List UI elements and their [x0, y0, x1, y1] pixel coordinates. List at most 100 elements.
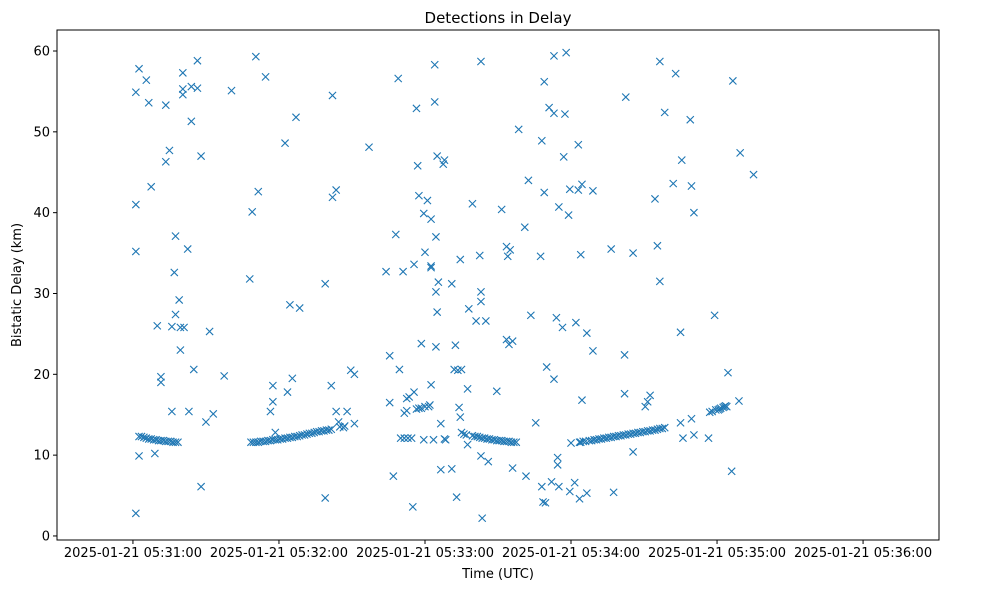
data-point-marker [441, 435, 450, 444]
data-point-marker [161, 157, 170, 166]
data-point-marker [288, 374, 297, 383]
data-point-marker [459, 430, 468, 439]
data-point-marker [167, 407, 176, 416]
data-point-marker [176, 346, 185, 355]
data-point-marker [248, 207, 257, 216]
x-axis-label: Time (UTC) [461, 567, 534, 582]
data-point-marker [430, 60, 439, 69]
data-point-marker [704, 434, 713, 443]
data-points [131, 48, 758, 523]
data-point-marker [549, 375, 558, 384]
data-point-marker [497, 205, 506, 214]
data-point-marker [285, 300, 294, 309]
data-point-marker [440, 156, 449, 165]
data-point-marker [481, 316, 490, 325]
data-point-marker [201, 418, 210, 426]
data-point-marker [621, 93, 630, 102]
data-point-marker [281, 139, 290, 148]
data-point-marker [332, 407, 341, 416]
data-point-marker [545, 103, 554, 112]
data-point-marker [205, 327, 214, 336]
data-point-marker [650, 194, 659, 203]
data-point-marker [468, 199, 477, 208]
data-point-marker [402, 406, 411, 415]
data-point-marker [324, 426, 333, 435]
data-point-marker [502, 335, 511, 344]
data-point-marker [340, 422, 349, 431]
data-point-marker [520, 223, 529, 232]
data-point-marker [209, 409, 218, 418]
data-point-marker [385, 351, 394, 360]
data-point-marker [540, 188, 549, 197]
y-axis-ticks: 0 10 20 30 40 50 60 [33, 45, 57, 544]
data-point-marker [609, 488, 618, 497]
data-point-marker [526, 311, 535, 320]
y-tick-label: 50 [33, 125, 50, 140]
data-point-marker [417, 339, 426, 348]
data-point-marker [170, 268, 179, 277]
data-point-marker [389, 472, 398, 481]
data-point-marker [560, 110, 569, 119]
data-point-marker [653, 241, 662, 250]
y-tick-label: 20 [33, 368, 50, 383]
data-point-marker [321, 279, 330, 288]
data-point-marker [425, 401, 434, 410]
data-point-marker [268, 381, 277, 390]
data-point-marker [676, 418, 685, 427]
y-axis-label: Bistatic Delay (km) [10, 223, 25, 347]
data-point-marker [266, 407, 275, 416]
data-point-marker [427, 262, 436, 270]
data-point-marker [574, 186, 583, 195]
data-point-marker [620, 350, 629, 359]
data-point-marker [447, 464, 456, 473]
data-point-marker [193, 56, 202, 65]
data-point-marker [427, 380, 436, 389]
y-tick-label: 0 [42, 529, 50, 544]
data-point-marker [395, 365, 404, 374]
data-point-marker [646, 391, 655, 400]
data-point-marker [660, 423, 669, 432]
data-point-marker [399, 267, 408, 276]
data-point-marker [220, 371, 229, 380]
data-point-marker [577, 180, 586, 189]
data-point-marker [689, 208, 698, 217]
data-point-marker [564, 211, 573, 220]
data-point-marker [473, 432, 482, 441]
data-point-marker [571, 318, 580, 327]
data-point-marker [576, 250, 585, 259]
data-point-marker [451, 341, 460, 350]
data-point-marker [671, 69, 680, 78]
data-point-marker [531, 418, 540, 427]
data-point-marker [570, 478, 579, 487]
data-point-marker [724, 368, 732, 377]
data-point-marker [429, 435, 438, 444]
data-point-marker [629, 447, 638, 456]
data-point-marker [434, 278, 443, 287]
data-point-marker [413, 161, 422, 170]
data-point-marker [410, 260, 419, 269]
data-point-marker [452, 493, 461, 502]
data-point-marker [328, 91, 337, 100]
data-point-marker [641, 402, 650, 411]
data-point-marker [423, 196, 432, 205]
data-point-marker [629, 249, 638, 258]
x-tick-label: 2025-01-21 05:31:00 [64, 546, 202, 561]
data-point-marker [607, 245, 616, 254]
data-point-marker [655, 57, 664, 66]
data-point-marker [512, 438, 521, 447]
data-point-marker [506, 245, 515, 254]
data-point-marker [391, 230, 400, 239]
data-point-marker [687, 414, 696, 423]
data-point-marker [131, 247, 140, 256]
data-point-marker [414, 404, 423, 413]
data-point-marker [643, 397, 652, 406]
x-tick-label: 2025-01-21 05:32:00 [210, 546, 348, 561]
data-point-marker [261, 72, 270, 81]
data-point-marker [514, 125, 523, 134]
data-point-marker [472, 316, 481, 325]
data-point-marker [300, 430, 309, 439]
data-point-marker [403, 434, 412, 443]
data-point-marker [478, 514, 487, 523]
data-point-marker [178, 85, 187, 93]
data-point-marker [577, 396, 586, 405]
